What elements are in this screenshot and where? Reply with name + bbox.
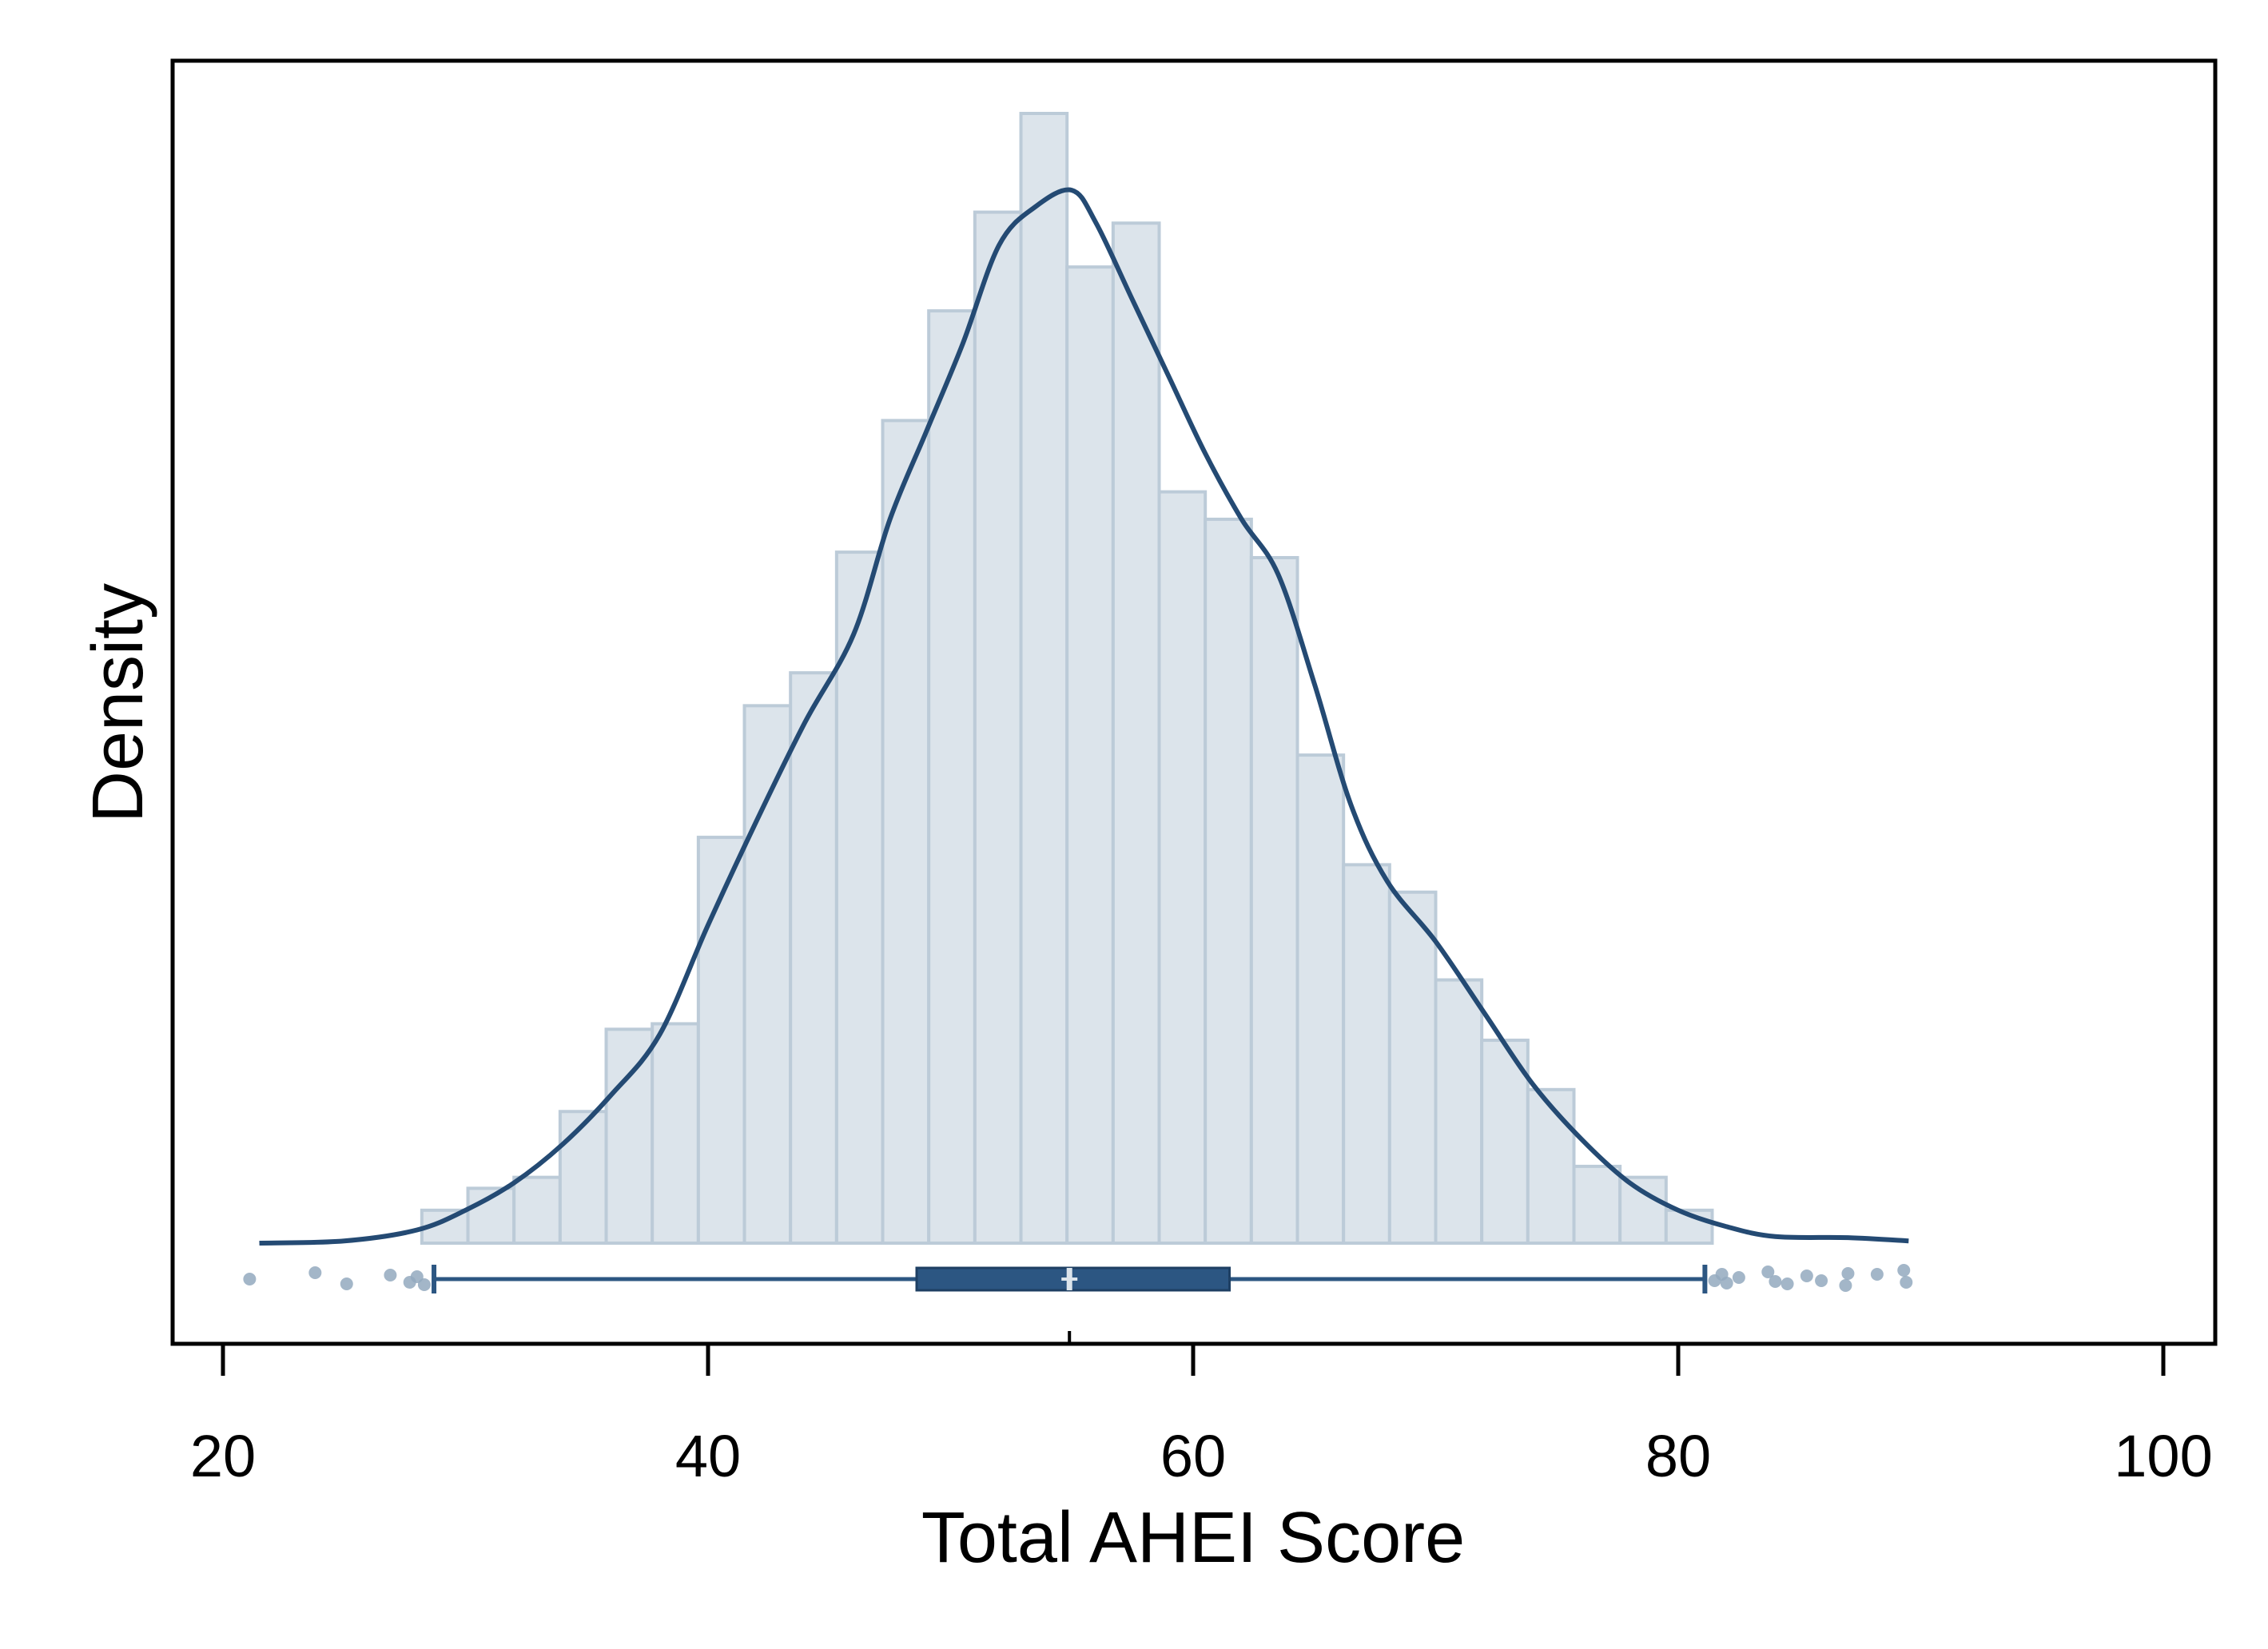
histogram-bar-16 [1157,490,1208,1245]
x-axis: 20 40 60 80 100 [190,1331,2213,1489]
boxplot-outlier-15 [1815,1274,1828,1287]
x-tick-label-100: 100 [2114,1423,2212,1489]
histogram-bar-15 [1111,221,1161,1246]
boxplot-outlier-10 [1732,1271,1745,1284]
boxplot-outlier-11 [1761,1266,1775,1278]
histogram-bar-13 [1019,112,1069,1245]
histogram-bar-21 [1387,890,1438,1245]
boxplot [243,1264,1913,1293]
histogram-bar-5 [651,1022,700,1245]
boxplot-outlier-12 [1769,1275,1782,1288]
y-axis-title: Density [78,583,158,823]
density-curve [259,187,1909,1246]
boxplot-outlier-18 [1870,1268,1884,1281]
histogram-bar-23 [1480,1039,1530,1246]
boxplot-outlier-13 [1781,1277,1794,1290]
boxplot-outlier-16 [1839,1279,1852,1292]
histogram-bar-8 [789,671,838,1245]
x-tick-label-20: 20 [190,1423,256,1489]
histogram-bar-2 [512,1175,562,1246]
histogram-bar-22 [1434,978,1484,1246]
histogram-bar-26 [1618,1175,1668,1246]
histogram-bar-4 [604,1027,655,1246]
boxplot-outlier-2 [340,1277,353,1290]
boxplot-outlier-14 [1800,1270,1813,1282]
histogram-bar-18 [1249,555,1299,1245]
boxplot-outlier-20 [1900,1276,1913,1289]
histogram-bar-10 [881,419,931,1246]
boxplot-outlier-6 [417,1278,431,1291]
histogram-bar-3 [558,1110,608,1245]
histogram-bar-12 [973,210,1023,1246]
histogram-bar-6 [696,836,746,1245]
boxplot-outlier-3 [384,1269,397,1281]
boxplot-outlier-17 [1841,1267,1855,1280]
x-tick-label-80: 80 [1645,1423,1711,1489]
histogram-bar-24 [1526,1087,1576,1245]
boxplot-outlier-1 [308,1266,322,1279]
histogram-bar-20 [1342,863,1391,1246]
histogram-bar-7 [742,704,793,1245]
histogram-bar-17 [1204,517,1253,1245]
histogram-bar-14 [1065,265,1115,1245]
x-tick-label-60: 60 [1160,1423,1226,1489]
histogram-bars [420,112,1714,1246]
histogram-bar-11 [927,309,977,1245]
histogram-bar-25 [1572,1164,1622,1246]
boxplot-outlier-9 [1720,1277,1733,1289]
boxplot-outlier-0 [243,1273,257,1285]
x-axis-title: Total AHEI Score [921,1498,1465,1578]
histogram-bar-19 [1295,753,1346,1245]
x-tick-label-40: 40 [675,1423,741,1489]
boxplot-outlier-19 [1897,1264,1911,1277]
